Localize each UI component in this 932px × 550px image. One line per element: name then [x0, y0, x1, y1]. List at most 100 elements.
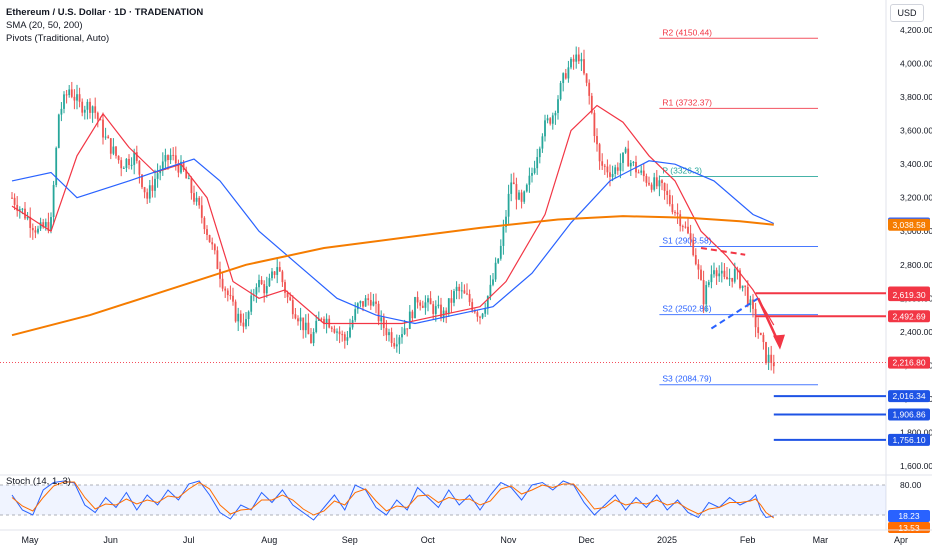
candle-body[interactable] — [151, 185, 154, 191]
candle-body[interactable] — [55, 147, 58, 185]
sma-50-line[interactable] — [11, 158, 775, 325]
candle-body[interactable] — [362, 301, 364, 307]
candle-body[interactable] — [453, 291, 455, 303]
candle-body[interactable] — [239, 313, 242, 323]
candle-body[interactable] — [663, 183, 666, 191]
candle-body[interactable] — [598, 144, 601, 162]
candle-body[interactable] — [11, 197, 13, 199]
candle-body[interactable] — [429, 298, 432, 305]
candle-body[interactable] — [34, 230, 37, 233]
candle-body[interactable] — [31, 227, 34, 231]
candle-body[interactable] — [273, 271, 276, 275]
candle-body[interactable] — [107, 136, 110, 139]
candle-body[interactable] — [356, 303, 359, 310]
candle-body[interactable] — [744, 285, 747, 287]
candle-body[interactable] — [130, 164, 133, 166]
candle-body[interactable] — [455, 286, 458, 292]
candle-body[interactable] — [122, 167, 125, 169]
candle-body[interactable] — [434, 306, 437, 314]
candle-body[interactable] — [702, 280, 705, 305]
candle-body[interactable] — [707, 282, 710, 286]
candle-body[interactable] — [632, 161, 635, 163]
candle-body[interactable] — [37, 228, 39, 233]
candle-body[interactable] — [505, 216, 507, 227]
candle-body[interactable] — [588, 82, 591, 96]
candle-body[interactable] — [180, 161, 182, 173]
currency-button[interactable]: USD — [890, 4, 924, 22]
candle-body[interactable] — [697, 264, 700, 270]
candle-body[interactable] — [372, 301, 375, 306]
candle-body[interactable] — [450, 298, 453, 303]
candle-body[interactable] — [50, 217, 52, 231]
candle-body[interactable] — [432, 304, 435, 314]
candle-body[interactable] — [583, 59, 585, 74]
candle-body[interactable] — [473, 310, 476, 313]
candle-body[interactable] — [710, 274, 713, 283]
candle-body[interactable] — [601, 161, 604, 166]
candle-body[interactable] — [359, 301, 362, 304]
candle-body[interactable] — [349, 327, 351, 338]
candle-body[interactable] — [739, 270, 741, 289]
candle-body[interactable] — [770, 354, 773, 363]
candle-body[interactable] — [754, 308, 757, 328]
candle-body[interactable] — [419, 302, 422, 306]
candle-body[interactable] — [733, 269, 736, 282]
stoch-indicator-label[interactable]: Stoch (14, 1, 3) — [6, 476, 71, 487]
candle-body[interactable] — [245, 319, 247, 327]
candle-body[interactable] — [671, 204, 674, 213]
candle-body[interactable] — [489, 284, 492, 297]
candle-body[interactable] — [375, 301, 377, 304]
candle-body[interactable] — [216, 250, 219, 269]
candle-body[interactable] — [343, 334, 346, 341]
candle-body[interactable] — [164, 155, 167, 162]
candle-body[interactable] — [661, 180, 663, 184]
candle-body[interactable] — [206, 229, 208, 235]
candle-body[interactable] — [655, 177, 658, 187]
candle-body[interactable] — [713, 270, 715, 275]
candle-body[interactable] — [94, 106, 97, 113]
candle-body[interactable] — [705, 285, 708, 305]
candle-body[interactable] — [42, 222, 45, 228]
candle-body[interactable] — [115, 146, 117, 156]
candle-body[interactable] — [580, 59, 583, 62]
candle-body[interactable] — [512, 182, 515, 185]
candle-body[interactable] — [562, 73, 565, 84]
candle-body[interactable] — [138, 160, 141, 175]
candle-body[interactable] — [154, 178, 156, 191]
candle-body[interactable] — [278, 267, 281, 272]
candle-body[interactable] — [570, 58, 572, 68]
candle-body[interactable] — [182, 161, 185, 170]
candle-body[interactable] — [83, 109, 86, 113]
candle-body[interactable] — [622, 152, 624, 163]
candle-body[interactable] — [271, 271, 273, 279]
candle-body[interactable] — [590, 95, 593, 113]
candle-body[interactable] — [484, 308, 487, 314]
candle-body[interactable] — [658, 180, 661, 187]
candle-body[interactable] — [401, 334, 403, 338]
sma-20-line[interactable] — [11, 104, 775, 326]
candle-body[interactable] — [414, 297, 416, 319]
candle-body[interactable] — [531, 172, 533, 176]
candle-body[interactable] — [156, 173, 159, 179]
candle-body[interactable] — [302, 317, 305, 331]
candle-body[interactable] — [567, 67, 570, 79]
candle-body[interactable] — [21, 208, 24, 210]
candle-body[interactable] — [408, 311, 411, 329]
candle-body[interactable] — [718, 273, 721, 277]
candle-body[interactable] — [24, 208, 26, 219]
candle-body[interactable] — [645, 176, 648, 183]
candle-body[interactable] — [177, 163, 180, 173]
candle-body[interactable] — [364, 298, 367, 307]
candle-body[interactable] — [200, 205, 203, 218]
candle-body[interactable] — [141, 174, 143, 188]
candle-body[interactable] — [57, 114, 60, 148]
candle-body[interactable] — [195, 197, 198, 202]
candle-body[interactable] — [263, 284, 266, 294]
candle-body[interactable] — [213, 244, 216, 251]
candle-body[interactable] — [190, 178, 193, 194]
candle-body[interactable] — [726, 276, 728, 280]
candle-body[interactable] — [237, 313, 240, 322]
candle-body[interactable] — [497, 258, 500, 263]
candle-body[interactable] — [593, 112, 596, 137]
candle-body[interactable] — [668, 194, 671, 205]
